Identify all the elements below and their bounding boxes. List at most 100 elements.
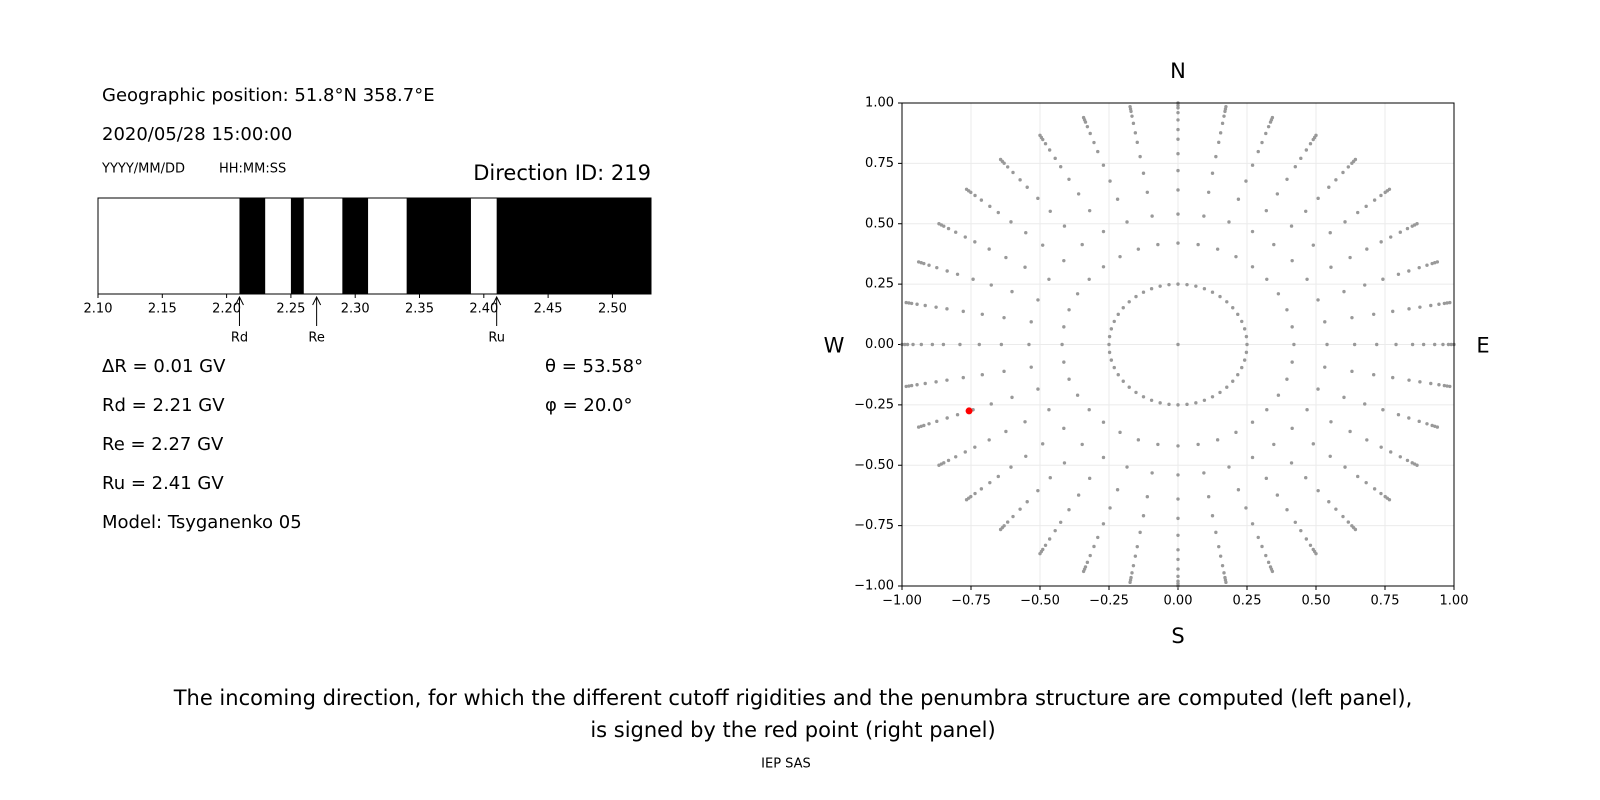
compass-south: S — [1171, 624, 1184, 648]
grid-point — [1364, 204, 1368, 209]
grid-point — [1264, 553, 1268, 558]
grid-point — [1220, 563, 1225, 568]
grid-point — [1062, 426, 1066, 431]
grid-point — [1293, 165, 1298, 169]
grid-point — [1379, 445, 1383, 449]
grid-point — [915, 302, 919, 306]
grid-point — [980, 312, 984, 317]
grid-point — [1076, 192, 1081, 196]
ring-point — [1109, 327, 1114, 331]
grid-point — [1096, 149, 1100, 154]
y-tick-label: 1.00 — [865, 96, 894, 111]
grid-point — [1150, 471, 1154, 475]
grid-point — [1224, 580, 1228, 585]
grid-point — [945, 378, 949, 382]
grid-point — [1363, 402, 1367, 406]
grid-point — [1085, 560, 1090, 565]
grid-point — [1265, 407, 1269, 412]
ring-point — [1134, 390, 1138, 395]
grid-point — [1256, 535, 1260, 540]
grid-point — [1265, 277, 1269, 282]
ring-point — [1240, 319, 1244, 324]
grid-point — [927, 422, 931, 426]
grid-point — [1053, 528, 1057, 533]
grid-point — [1048, 209, 1052, 214]
grid-point — [1080, 242, 1084, 247]
grid-point — [1038, 551, 1042, 556]
grid-point — [1059, 520, 1063, 524]
ring-point — [1242, 358, 1247, 362]
grid-point — [1025, 185, 1029, 189]
grid-point — [1043, 142, 1048, 146]
grid-point — [1290, 426, 1294, 431]
grid-point — [1005, 165, 1010, 169]
ring-point — [1116, 312, 1120, 317]
ring-point — [1231, 379, 1235, 383]
grid-point — [1081, 115, 1086, 120]
ring-point — [1240, 365, 1244, 370]
grid-point — [987, 247, 991, 251]
grid-point — [1270, 115, 1275, 120]
grid-point — [1415, 222, 1419, 226]
grid-point — [988, 480, 992, 485]
grid-point — [1250, 420, 1255, 424]
grid-point — [1304, 209, 1308, 214]
grid-point — [1290, 258, 1294, 263]
x-tick-label: −0.50 — [1020, 594, 1060, 609]
grid-point — [1415, 463, 1419, 467]
grid-point — [1062, 325, 1066, 329]
grid-point — [1176, 110, 1180, 115]
grid-point — [1128, 580, 1132, 585]
grid-point — [946, 226, 951, 231]
grid-point — [1433, 424, 1437, 428]
x-tick-label: 2.35 — [405, 302, 434, 317]
ring-point — [1185, 402, 1189, 407]
x-tick-label: 2.30 — [341, 302, 370, 317]
grid-point — [1176, 212, 1180, 216]
grid-point — [1394, 342, 1398, 347]
grid-point — [1108, 506, 1112, 510]
grid-point — [1141, 171, 1146, 175]
grid-point — [1372, 312, 1376, 317]
grid-point — [946, 458, 951, 463]
grid-point — [937, 463, 941, 467]
grid-point — [1043, 543, 1048, 547]
grid-point — [1029, 365, 1033, 369]
grid-point — [1087, 277, 1091, 282]
grid-point — [1125, 220, 1129, 224]
grid-point — [1292, 342, 1296, 347]
grid-point — [1024, 454, 1028, 458]
grid-point — [1176, 444, 1180, 448]
grid-point — [1176, 567, 1180, 571]
grid-point — [1176, 188, 1180, 192]
grid-point — [1047, 277, 1051, 281]
grid-point — [919, 424, 923, 428]
grid-point — [1009, 465, 1013, 469]
grid-point — [1435, 425, 1440, 429]
grid-point — [1036, 488, 1040, 493]
ring-point — [1149, 398, 1154, 402]
ring-point — [1218, 390, 1222, 395]
grid-point — [1425, 422, 1429, 426]
grid-point — [955, 413, 960, 417]
direction-point — [965, 407, 973, 415]
grid-point — [1220, 121, 1225, 126]
x-tick-label: 0.50 — [1302, 594, 1331, 609]
grid-point — [954, 230, 958, 234]
grid-point — [1023, 420, 1027, 424]
x-tick-label: 2.45 — [534, 302, 563, 317]
grid-point — [1036, 196, 1040, 201]
grid-point — [1176, 557, 1180, 562]
grid-point — [1202, 471, 1206, 475]
forbidden-band — [406, 198, 471, 294]
ring-point — [1245, 342, 1249, 347]
grid-point — [1445, 384, 1449, 388]
grid-point — [904, 384, 908, 389]
grid-point — [1236, 197, 1241, 201]
grid-point — [1327, 500, 1331, 504]
grid-point — [1289, 461, 1294, 465]
grid-point — [1036, 298, 1040, 302]
grid-point — [1328, 454, 1332, 458]
grid-point — [1363, 283, 1367, 287]
grid-point — [1218, 131, 1223, 135]
